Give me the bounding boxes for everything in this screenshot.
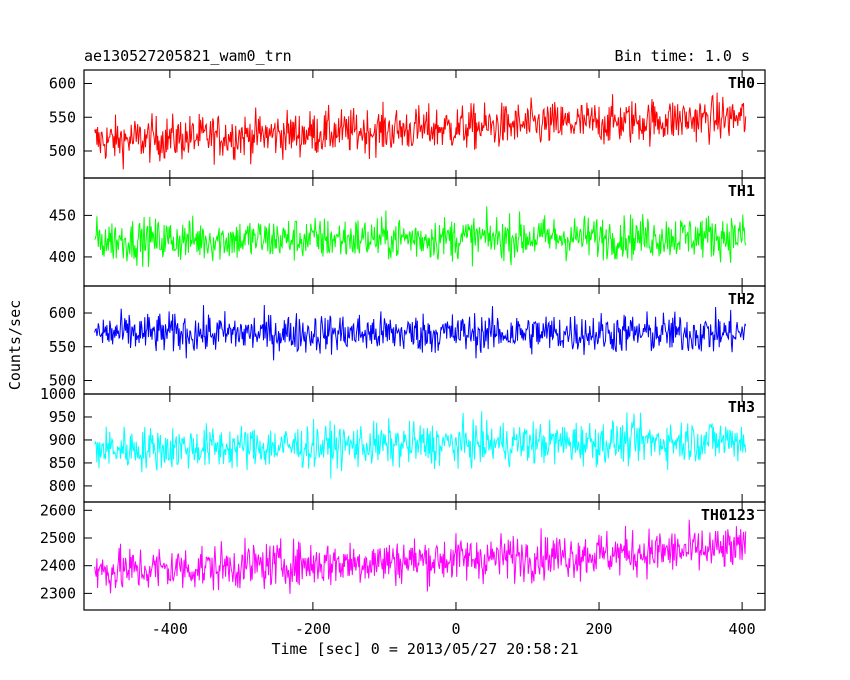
x-tick-label: -400 [152, 620, 188, 638]
y-tick-label: 2600 [40, 501, 76, 519]
y-tick-label: 550 [49, 338, 76, 356]
panel-label-th0: TH0 [728, 74, 755, 92]
chart-title: ae130527205821_wam0_trn [84, 47, 292, 65]
y-tick-label: 450 [49, 206, 76, 224]
panel-th1: 400 450 TH1 [49, 177, 766, 287]
y-tick-label: 400 [49, 248, 76, 266]
y-tick-label: 550 [49, 108, 76, 126]
panels-group: 500 550 600 TH0 400 450 TH1 500 550 600 TH2 800 850 9… [40, 69, 766, 638]
panel-th2: 500 550 600 TH2 [49, 285, 766, 395]
series-line-th2 [94, 304, 747, 361]
panel-frame [83, 501, 766, 611]
x-axis-label: Time [sec] 0 = 2013/05/27 20:58:21 [271, 640, 578, 658]
panel-th0123: 2300 2400 2500 2600 TH0123 [40, 501, 766, 611]
series-line-th0123 [94, 519, 747, 594]
y-tick-label: 850 [49, 454, 76, 472]
panel-label-th0123: TH0123 [701, 506, 755, 524]
x-tick-label: 0 [451, 620, 460, 638]
y-tick-label: 800 [49, 477, 76, 495]
panel-th0: 500 550 600 TH0 [49, 69, 766, 179]
panel-frame [83, 285, 766, 395]
panel-th3: 800 850 900 950 1000 TH3 [40, 385, 766, 503]
panel-frame [83, 177, 766, 287]
x-tick-label: 200 [585, 620, 612, 638]
y-tick-label: 2500 [40, 529, 76, 547]
series-line-th3 [94, 411, 747, 479]
y-tick-label: 2400 [40, 557, 76, 575]
x-tick-label: -200 [295, 620, 331, 638]
series-line-th1 [94, 206, 747, 268]
y-tick-label: 600 [49, 304, 76, 322]
bin-time-label: Bin time: 1.0 s [615, 47, 750, 65]
y-tick-label: 500 [49, 372, 76, 390]
x-tick-label: 400 [729, 620, 756, 638]
panel-label-th2: TH2 [728, 290, 755, 308]
panel-label-th1: TH1 [728, 182, 755, 200]
y-axis-label: Counts/sec [6, 300, 24, 390]
y-tick-label: 900 [49, 431, 76, 449]
y-tick-label: 1000 [40, 385, 76, 403]
y-tick-label: 500 [49, 142, 76, 160]
y-tick-label: 2300 [40, 584, 76, 602]
y-tick-label: 950 [49, 408, 76, 426]
series-line-th0 [94, 92, 747, 170]
y-tick-label: 600 [49, 75, 76, 93]
panel-label-th3: TH3 [728, 398, 755, 416]
